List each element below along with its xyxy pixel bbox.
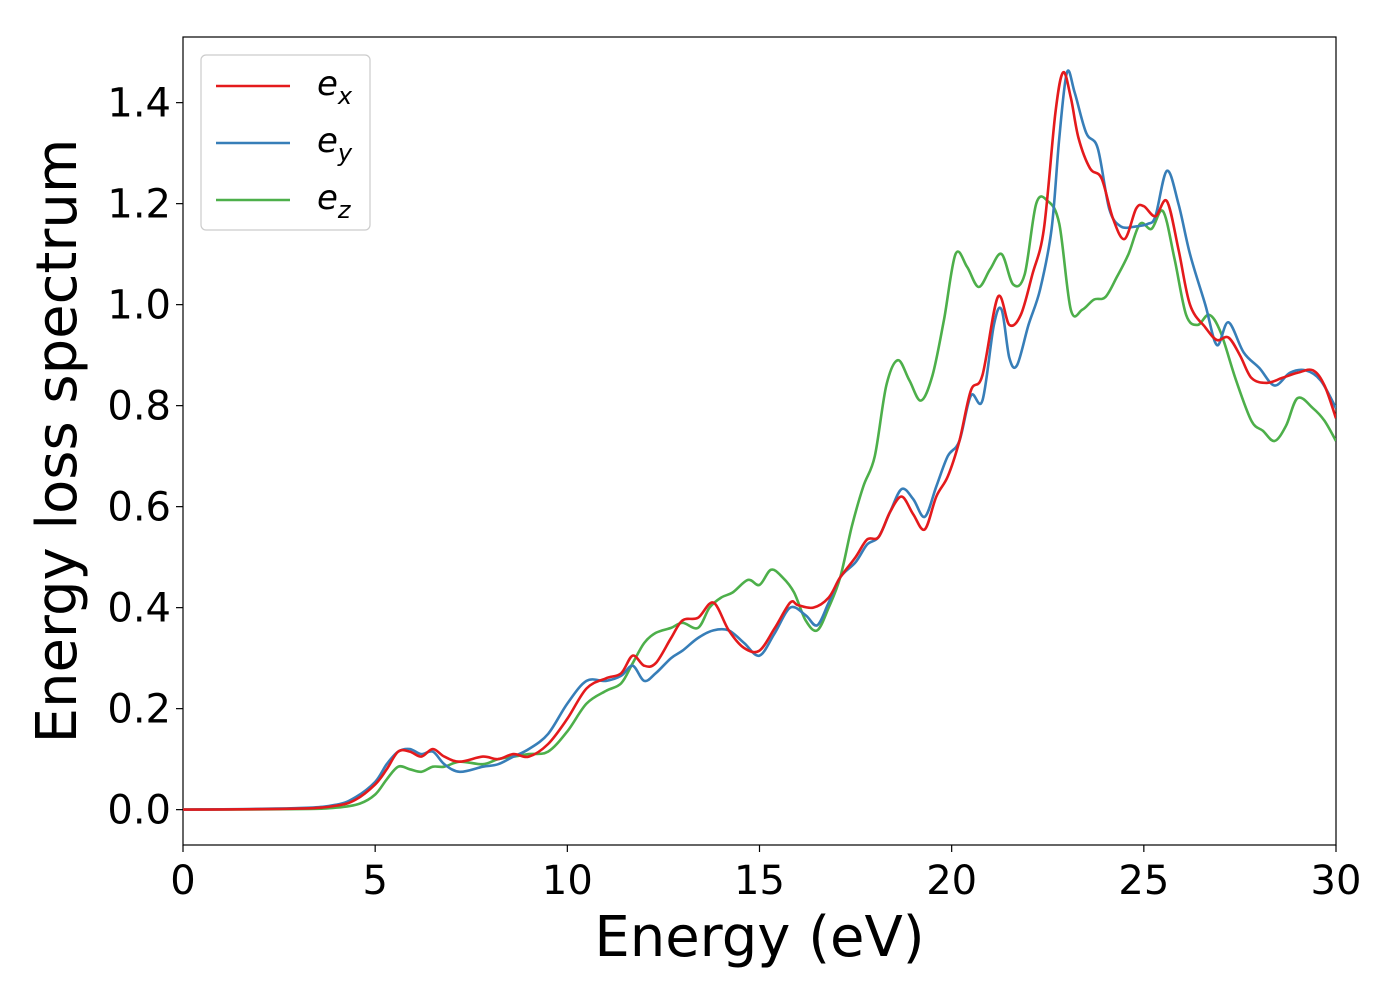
legend-label-base: e	[317, 121, 338, 161]
x-tick-label: 5	[362, 858, 387, 904]
y-tick-label: 1.0	[107, 283, 171, 329]
series-layer	[183, 69, 1336, 811]
y-tick-label: 1.4	[107, 81, 171, 127]
y-tick-label: 0.4	[107, 586, 171, 632]
y-tick-label: 0.0	[107, 788, 171, 834]
legend-label: ex	[317, 64, 353, 110]
legend-label-subscript: x	[337, 82, 353, 110]
legend-label-subscript: z	[337, 196, 352, 224]
x-tick-label: 30	[1311, 858, 1362, 904]
x-tick-label: 15	[734, 858, 785, 904]
y-tick-label: 0.8	[107, 384, 171, 430]
series-line-ex	[183, 70, 1336, 811]
x-axis-title: Energy (eV)	[594, 905, 924, 970]
y-tick-label: 0.2	[107, 687, 171, 733]
x-tick-label: 20	[926, 858, 977, 904]
legend-label-base: e	[317, 178, 338, 218]
y-tick-label: 1.2	[107, 182, 171, 228]
legend-label: ey	[317, 121, 353, 167]
x-tick-label: 10	[542, 858, 593, 904]
x-axis: 0 5 10 15 20 25 30	[170, 845, 1361, 904]
y-axis-title: Energy loss spectrum	[25, 139, 90, 744]
x-tick-label: 0	[170, 858, 195, 904]
x-tick-label: 25	[1118, 858, 1169, 904]
legend-label: ez	[317, 178, 352, 224]
series-line-ez	[183, 195, 1336, 811]
y-tick-label: 0.6	[107, 485, 171, 531]
legend-label-subscript: y	[337, 139, 353, 167]
y-axis: 0.0 0.2 0.4 0.6 0.8 1.0 1.2 1.4	[107, 81, 183, 834]
legend-label-base: e	[317, 64, 338, 104]
